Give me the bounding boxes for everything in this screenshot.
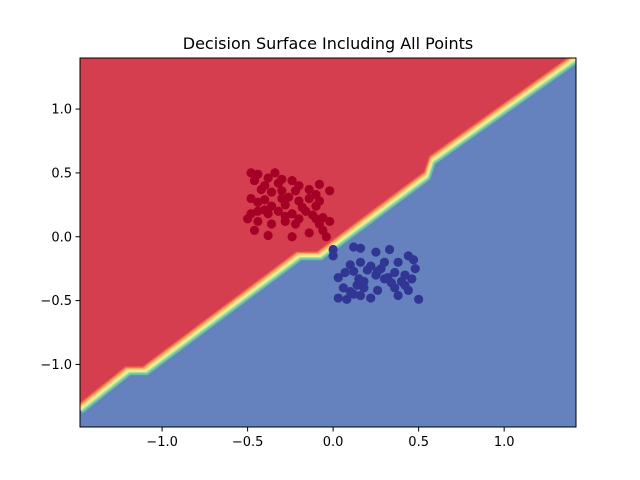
boundary-band [80,59,576,412]
point-blue [355,290,366,301]
point-red [304,184,314,195]
point-red [280,200,290,210]
point-red [263,230,273,241]
point-blue [338,283,348,293]
point-blue [373,285,383,295]
boundary-band [80,58,574,408]
plot-area [80,58,576,427]
point-red [253,216,263,227]
point-red [290,219,301,229]
point-blue [384,244,395,255]
point-red [273,206,283,216]
y-tick-label: −1.0 [40,358,72,373]
point-red [273,178,283,188]
point-red [246,193,256,204]
point-blue [328,251,338,261]
point-blue [333,293,343,303]
point-blue [408,255,419,265]
point-red [325,216,335,227]
y-tick-label: 0.5 [51,166,72,181]
x-tick-label: 0.5 [408,435,429,450]
point-blue [362,265,372,275]
axes-frame [79,57,577,428]
point-red [246,168,256,178]
point-blue [386,278,396,288]
point-blue [407,274,417,284]
y-tick-label: 0.0 [51,230,72,245]
point-blue [345,287,355,297]
decision-boundary [80,58,576,414]
point-red [266,201,277,211]
point-red [270,168,280,178]
point-red [249,175,260,186]
point-blue [359,283,369,293]
point-blue [355,243,366,253]
point-red [304,193,314,204]
point-blue [414,294,424,304]
point-red [266,219,277,229]
point-red [266,187,277,197]
x-axis: −1.0 −0.5 0.0 0.5 1.0 [146,427,515,450]
y-tick-label: −0.5 [40,294,72,309]
point-red [321,232,331,242]
point-red [284,192,294,202]
x-tick-label: −1.0 [146,435,178,450]
scatter-points [243,168,424,304]
point-blue [359,276,369,287]
point-red [304,228,314,238]
boundary-band [80,58,571,406]
point-red [314,219,325,229]
point-red [256,184,266,195]
y-axis: −1.0 −0.5 0.0 0.5 1.0 [40,103,80,373]
chart-title: Decision Surface Including All Points [183,34,473,53]
point-red [260,205,270,215]
x-tick-label: 1.0 [494,435,515,450]
point-blue [393,257,403,267]
point-red [249,225,260,235]
point-blue [333,273,343,283]
point-blue [328,244,338,255]
point-red [325,186,335,196]
point-red [311,201,321,211]
point-blue [373,266,383,276]
point-blue [366,293,376,303]
point-blue [379,274,390,284]
point-red [263,173,273,183]
x-tick-label: −0.5 [232,435,264,450]
boundary-band [81,61,576,414]
point-red [243,214,253,224]
point-red [253,206,263,216]
point-blue [371,247,381,257]
point-red [290,186,301,196]
point-blue [342,294,352,304]
y-tick-label: 1.0 [51,103,72,118]
boundary-band [80,58,576,410]
point-blue [349,242,359,252]
boundary-band [80,58,576,411]
point-blue [390,267,400,278]
point-red [277,186,287,196]
point-red [287,175,297,186]
point-blue [349,266,359,276]
point-red [280,211,290,221]
point-red [314,179,325,189]
point-blue [400,280,410,290]
point-blue [355,257,366,267]
point-blue [410,264,420,274]
point-red [253,197,263,207]
point-red [287,232,297,242]
point-blue [393,290,403,301]
x-tick-label: 0.0 [323,435,344,450]
point-blue [340,267,350,278]
point-red [301,206,311,216]
